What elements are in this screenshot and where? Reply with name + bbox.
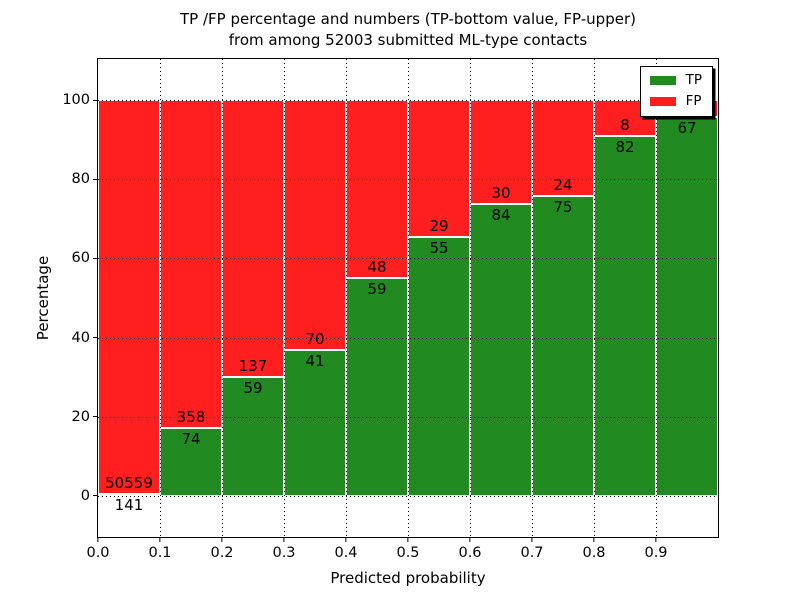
legend-swatch-tp: [649, 76, 676, 85]
bars-layer: 50559 141 358 74 137 59 70 41 48 59 29 55 30 84 24 75 8 8…: [98, 59, 718, 537]
bar-column: 29 55: [408, 59, 470, 537]
fp-count-label: 8: [620, 115, 630, 134]
y-tick: [93, 415, 98, 418]
fp-count-label: 24: [553, 176, 573, 195]
v-gridline: [284, 59, 285, 537]
fp-segment: [98, 100, 160, 495]
x-tick: [655, 537, 657, 542]
tp-segment: [594, 135, 656, 496]
x-tick: [159, 537, 161, 542]
v-gridline: [160, 59, 161, 537]
y-axis-label: Percentage: [34, 255, 52, 341]
chart-title-line-2: from among 52003 submitted ML-type conta…: [228, 31, 588, 49]
y-tick: [93, 336, 98, 339]
fp-count-label: 29: [429, 216, 449, 235]
x-tick-label: 0.2: [210, 545, 234, 561]
fp-count-label: 30: [491, 184, 511, 203]
legend-entry-tp: TP: [649, 72, 702, 88]
x-tick-label: 0.9: [644, 545, 668, 561]
tp-segment: [160, 427, 222, 496]
bar-column: 50559 141: [98, 59, 160, 537]
x-tick: [97, 537, 99, 542]
x-tick-label: 0.7: [520, 545, 544, 561]
legend: TP FP: [639, 66, 713, 117]
v-gridline: [656, 59, 657, 537]
x-tick-label: 0.5: [396, 545, 420, 561]
tp-segment: [346, 277, 408, 496]
tp-segment: [284, 349, 346, 496]
x-tick-label: 0.4: [334, 545, 358, 561]
y-tick-label: 0: [80, 487, 90, 504]
tp-count-label: 84: [491, 206, 511, 225]
tp-count-label: 141: [114, 496, 144, 515]
fp-segment: [222, 100, 284, 377]
v-gridline: [222, 59, 223, 537]
x-tick: [283, 537, 285, 542]
tp-count-label: 74: [181, 429, 201, 448]
bar-column: 358 74: [160, 59, 222, 537]
fp-segment: [346, 100, 408, 278]
y-tick: [93, 494, 98, 497]
bar-column: 137 59: [222, 59, 284, 537]
x-tick: [407, 537, 409, 542]
fp-count-label: 48: [367, 257, 387, 276]
tp-count-label: 67: [677, 119, 697, 138]
v-gridline: [594, 59, 595, 537]
x-tick-label: 0.0: [86, 545, 110, 561]
fp-segment: [160, 100, 222, 428]
x-tick: [531, 537, 533, 542]
y-tick-label: 40: [71, 329, 90, 346]
y-tick: [93, 178, 98, 181]
tp-segment: [222, 376, 284, 496]
x-tick: [221, 537, 223, 542]
bar-column: 30 84: [470, 59, 532, 537]
x-tick-label: 0.8: [582, 545, 606, 561]
fp-count-label: 70: [305, 329, 325, 348]
tp-segment: [656, 117, 718, 496]
bar-column: 67: [656, 59, 718, 537]
v-gridline: [408, 59, 409, 537]
plot-area: 50559 141 358 74 137 59 70 41 48 59 29 55 30 84 24 75 8 8…: [62, 58, 719, 561]
y-tick: [93, 257, 98, 260]
legend-label-fp: FP: [685, 93, 702, 109]
x-tick-label: 0.6: [458, 545, 482, 561]
x-tick: [593, 537, 595, 542]
tp-count-label: 75: [553, 198, 573, 217]
fp-count-label: 137: [238, 356, 268, 375]
chart-title-line-1: TP /FP percentage and numbers (TP-bottom…: [180, 10, 636, 28]
v-gridline: [532, 59, 533, 537]
tp-segment: [470, 204, 532, 496]
fp-count-label: 50559: [105, 474, 153, 493]
tp-count-label: 59: [367, 279, 387, 298]
legend-label-tp: TP: [685, 72, 702, 88]
tp-segment: [408, 236, 470, 496]
bar-column: 8 82: [594, 59, 656, 537]
y-tick-label: 60: [71, 250, 90, 267]
bar-column: 70 41: [284, 59, 346, 537]
tp-count-label: 41: [305, 351, 325, 370]
bar-column: 48 59: [346, 59, 408, 537]
x-tick: [345, 537, 347, 542]
y-tick: [93, 99, 98, 102]
chart-title: TP /FP percentage and numbers (TP-bottom…: [97, 9, 719, 51]
x-tick: [469, 537, 471, 542]
v-gridline: [346, 59, 347, 537]
y-tick-label: 80: [71, 171, 90, 188]
x-tick-label: 0.3: [272, 545, 296, 561]
fp-segment: [408, 100, 470, 237]
y-tick-label: 20: [71, 408, 90, 425]
x-tick-label: 0.1: [148, 545, 172, 561]
tp-count-label: 59: [243, 378, 263, 397]
tp-count-label: 82: [615, 137, 635, 156]
y-tick-label: 100: [62, 92, 90, 109]
tp-count-label: 55: [429, 238, 449, 257]
legend-entry-fp: FP: [649, 93, 702, 109]
tp-segment: [532, 196, 594, 496]
bar-column: 24 75: [532, 59, 594, 537]
x-axis-label: Predicted probability: [330, 569, 486, 587]
legend-swatch-fp: [649, 97, 676, 106]
v-gridline: [470, 59, 471, 537]
fp-segment: [284, 100, 346, 350]
